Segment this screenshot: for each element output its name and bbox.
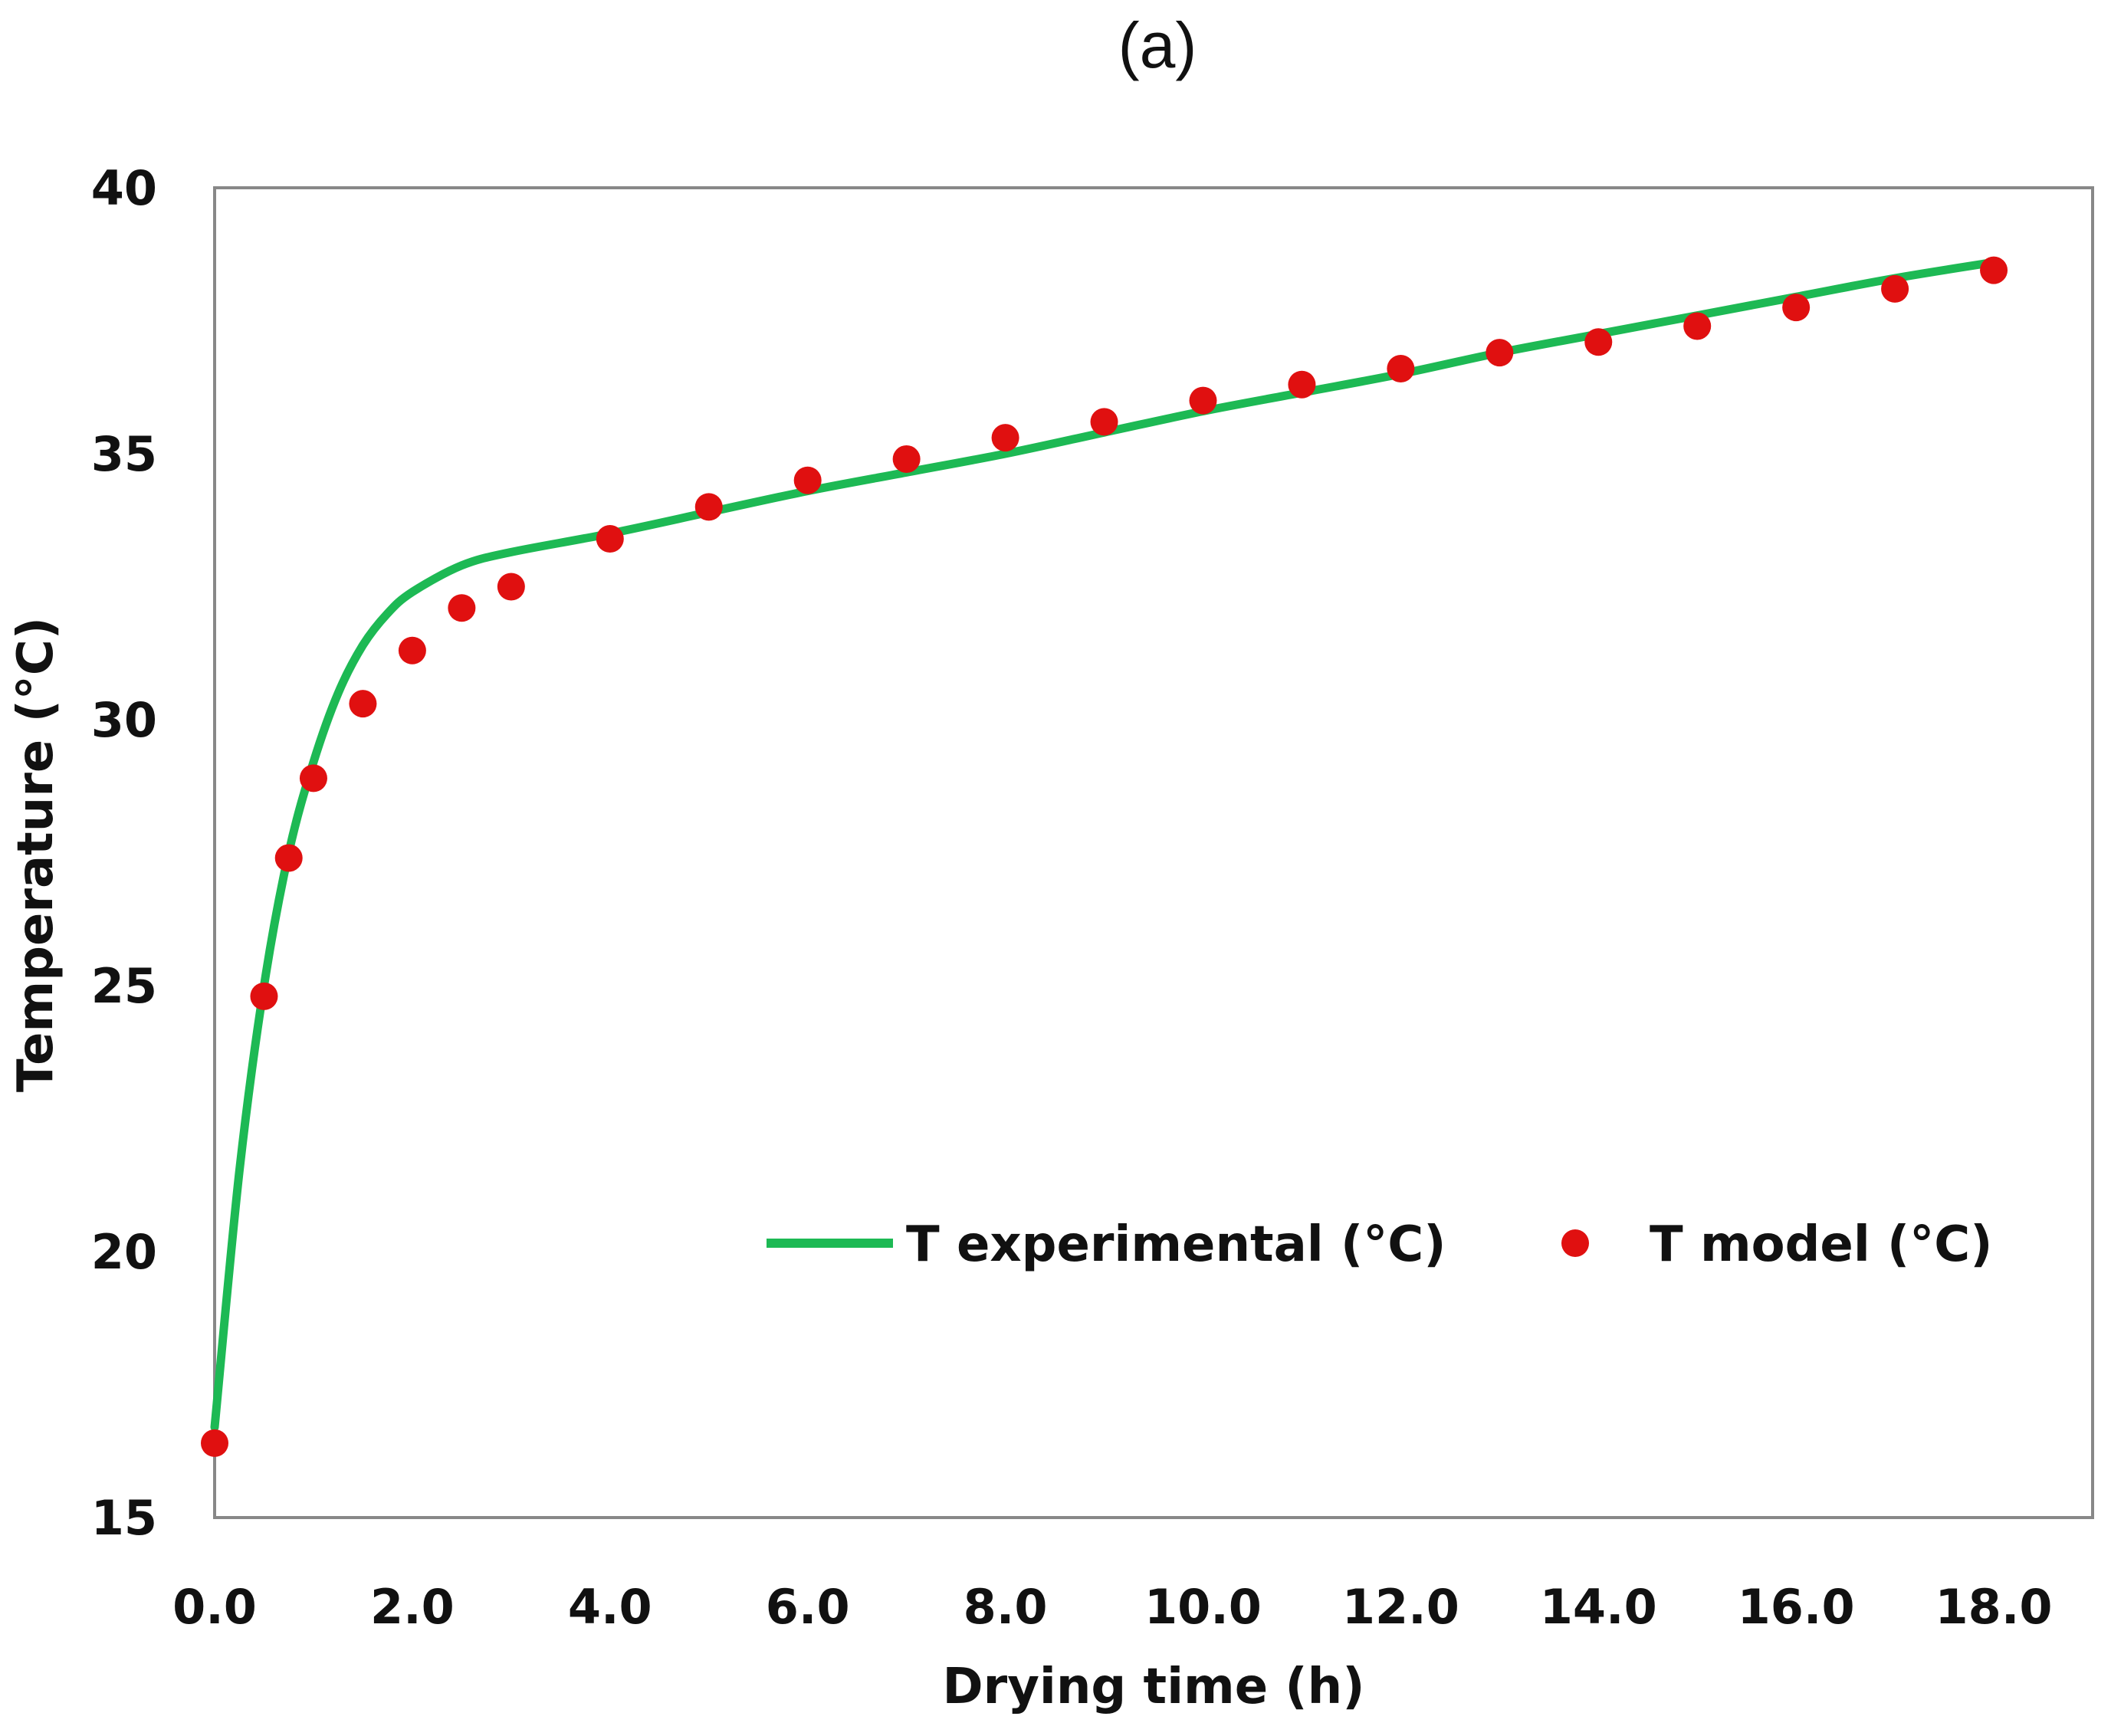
data-point-t-model bbox=[349, 690, 377, 718]
x-tick-label: 0.0 bbox=[172, 1579, 257, 1635]
data-point-t-model bbox=[1881, 274, 1909, 303]
y-axis-ticks: 15 20 25 30 35 40 bbox=[91, 160, 157, 1546]
data-point-t-model bbox=[274, 844, 303, 872]
data-point-t-model bbox=[596, 525, 624, 553]
data-point-t-model bbox=[201, 1429, 228, 1457]
x-tick-label: 10.0 bbox=[1144, 1579, 1262, 1635]
x-axis-ticks: 0.0 2.0 4.0 6.0 8.0 10.0 12.0 14.0 16.0 18.0 bbox=[172, 1579, 2052, 1635]
data-point-t-model bbox=[892, 445, 921, 473]
x-tick-label: 4.0 bbox=[568, 1579, 652, 1635]
data-point-t-model bbox=[694, 493, 723, 521]
y-tick-label: 20 bbox=[91, 1224, 157, 1280]
data-point-t-model bbox=[1486, 339, 1514, 367]
x-tick-label: 6.0 bbox=[766, 1579, 850, 1635]
data-point-t-model bbox=[398, 636, 426, 665]
data-point-t-model bbox=[250, 982, 278, 1010]
data-point-t-model bbox=[793, 466, 822, 494]
plot-area-frame bbox=[213, 186, 2094, 1519]
x-tick-label: 18.0 bbox=[1935, 1579, 2053, 1635]
x-tick-label: 14.0 bbox=[1540, 1579, 1657, 1635]
data-point-t-model bbox=[991, 424, 1019, 452]
panel-label: (a) bbox=[1118, 9, 1197, 81]
data-point-t-model bbox=[1584, 328, 1613, 356]
y-tick-label: 40 bbox=[91, 160, 157, 216]
y-tick-label: 35 bbox=[91, 426, 157, 482]
legend-marker-swatch bbox=[1561, 1229, 1589, 1257]
data-point-t-model bbox=[299, 764, 327, 793]
data-point-t-model bbox=[497, 573, 525, 601]
y-axis-title: Temperature (°C) bbox=[8, 617, 64, 1092]
x-tick-label: 12.0 bbox=[1342, 1579, 1459, 1635]
x-tick-label: 2.0 bbox=[370, 1579, 455, 1635]
data-point-t-model bbox=[1387, 354, 1415, 382]
data-point-t-model bbox=[1980, 256, 2008, 284]
y-tick-label: 30 bbox=[91, 692, 157, 748]
data-point-t-model bbox=[1288, 370, 1316, 399]
data-point-t-model bbox=[1090, 408, 1118, 436]
x-tick-label: 16.0 bbox=[1738, 1579, 1855, 1635]
series-layer bbox=[201, 256, 2008, 1457]
data-point-t-model bbox=[1782, 294, 1811, 322]
legend-label-model: T model (°C) bbox=[1650, 1216, 1993, 1273]
x-tick-label: 8.0 bbox=[964, 1579, 1048, 1635]
legend-label-experimental: T experimental (°C) bbox=[906, 1216, 1446, 1273]
legend: T experimental (°C) T model (°C) bbox=[767, 1216, 1993, 1273]
y-tick-label: 15 bbox=[91, 1490, 157, 1546]
data-point-t-model bbox=[1189, 386, 1217, 415]
data-point-t-model bbox=[1683, 312, 1712, 340]
x-axis-title: Drying time (h) bbox=[943, 1659, 1365, 1715]
y-tick-label: 25 bbox=[91, 958, 157, 1014]
data-point-t-model bbox=[448, 594, 476, 622]
